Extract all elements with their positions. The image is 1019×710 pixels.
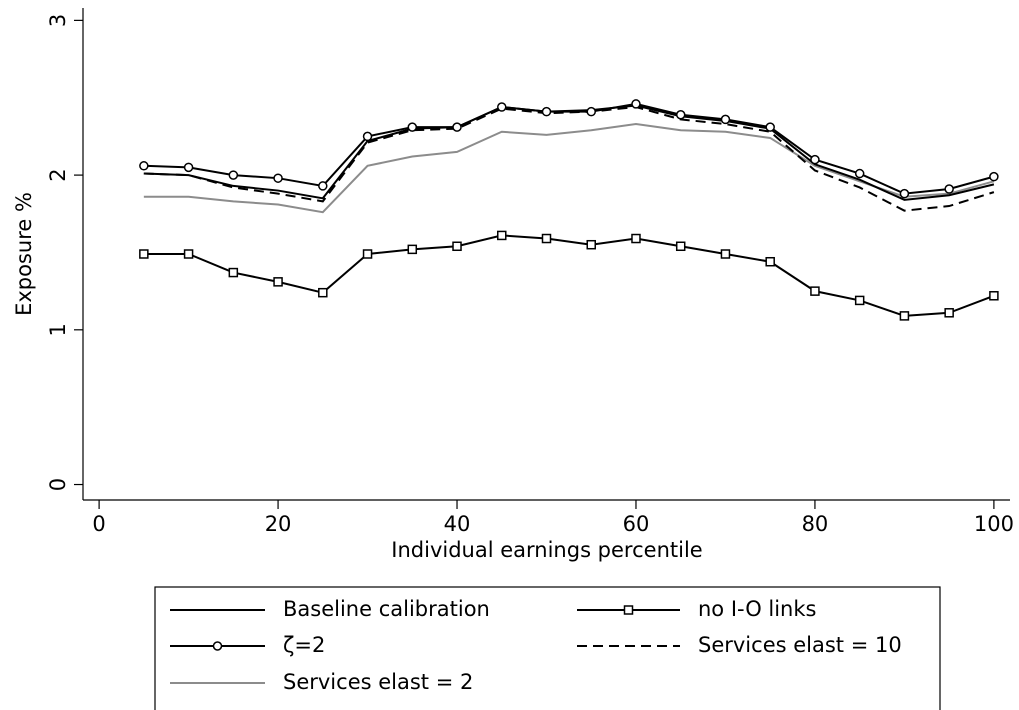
point-marker — [623, 605, 634, 615]
point-marker — [407, 244, 418, 255]
point-marker — [497, 230, 507, 241]
x-tick-label: 40 — [444, 512, 471, 536]
point-marker — [541, 233, 552, 244]
point-marker — [452, 241, 462, 252]
point-marker — [586, 239, 596, 250]
series-line — [143, 102, 995, 195]
x-tick-label: 60 — [623, 512, 650, 536]
point-marker — [362, 131, 373, 142]
legend-label: Services elast = 10 — [698, 633, 902, 657]
point-marker — [273, 173, 283, 183]
x-tick-label: 80 — [802, 512, 829, 536]
x-tick-label: 0 — [92, 512, 105, 536]
y-tick-label: 3 — [46, 14, 70, 27]
legend-label: ζ=2 — [283, 633, 325, 657]
point-marker — [407, 122, 418, 132]
y-tick-label: 0 — [46, 478, 70, 491]
point-marker — [228, 170, 239, 180]
x-tick-label: 100 — [974, 512, 1014, 536]
point-marker — [228, 267, 239, 278]
point-marker — [212, 641, 223, 651]
point-marker — [318, 287, 328, 298]
point-marker — [810, 286, 820, 296]
point-marker — [810, 154, 820, 165]
point-marker — [183, 249, 194, 259]
point-marker — [765, 256, 775, 267]
point-marker — [586, 106, 596, 117]
legend-label: no I-O links — [698, 597, 816, 621]
legend-box — [154, 586, 941, 710]
point-marker — [631, 233, 641, 244]
series-line — [143, 234, 995, 317]
point-marker — [720, 249, 731, 259]
point-marker — [944, 308, 954, 318]
legend-label: Baseline calibration — [283, 597, 490, 621]
point-marker — [362, 249, 373, 259]
point-marker — [183, 162, 194, 173]
point-marker — [720, 114, 731, 125]
point-marker — [631, 99, 641, 109]
point-marker — [765, 122, 775, 132]
point-marker — [675, 110, 686, 120]
point-marker — [854, 168, 865, 179]
point-marker — [944, 184, 954, 194]
point-marker — [452, 122, 462, 132]
y-tick-label: 1 — [46, 323, 70, 336]
point-marker — [318, 181, 328, 191]
point-marker — [497, 102, 507, 112]
point-marker — [139, 161, 149, 171]
point-marker — [675, 241, 686, 252]
point-marker — [989, 291, 999, 301]
x-axis-title: Individual earnings percentile — [391, 538, 702, 562]
y-tick-label: 2 — [46, 168, 70, 181]
y-axis-title: Exposure % — [12, 192, 36, 316]
point-marker — [541, 106, 552, 117]
x-tick-label: 20 — [265, 512, 292, 536]
point-marker — [899, 188, 910, 199]
series-line — [143, 123, 995, 214]
point-marker — [989, 171, 999, 182]
point-marker — [139, 249, 149, 259]
legend-label: Services elast = 2 — [283, 670, 473, 694]
point-marker — [854, 295, 865, 306]
point-marker — [273, 277, 283, 287]
point-marker — [899, 311, 910, 321]
